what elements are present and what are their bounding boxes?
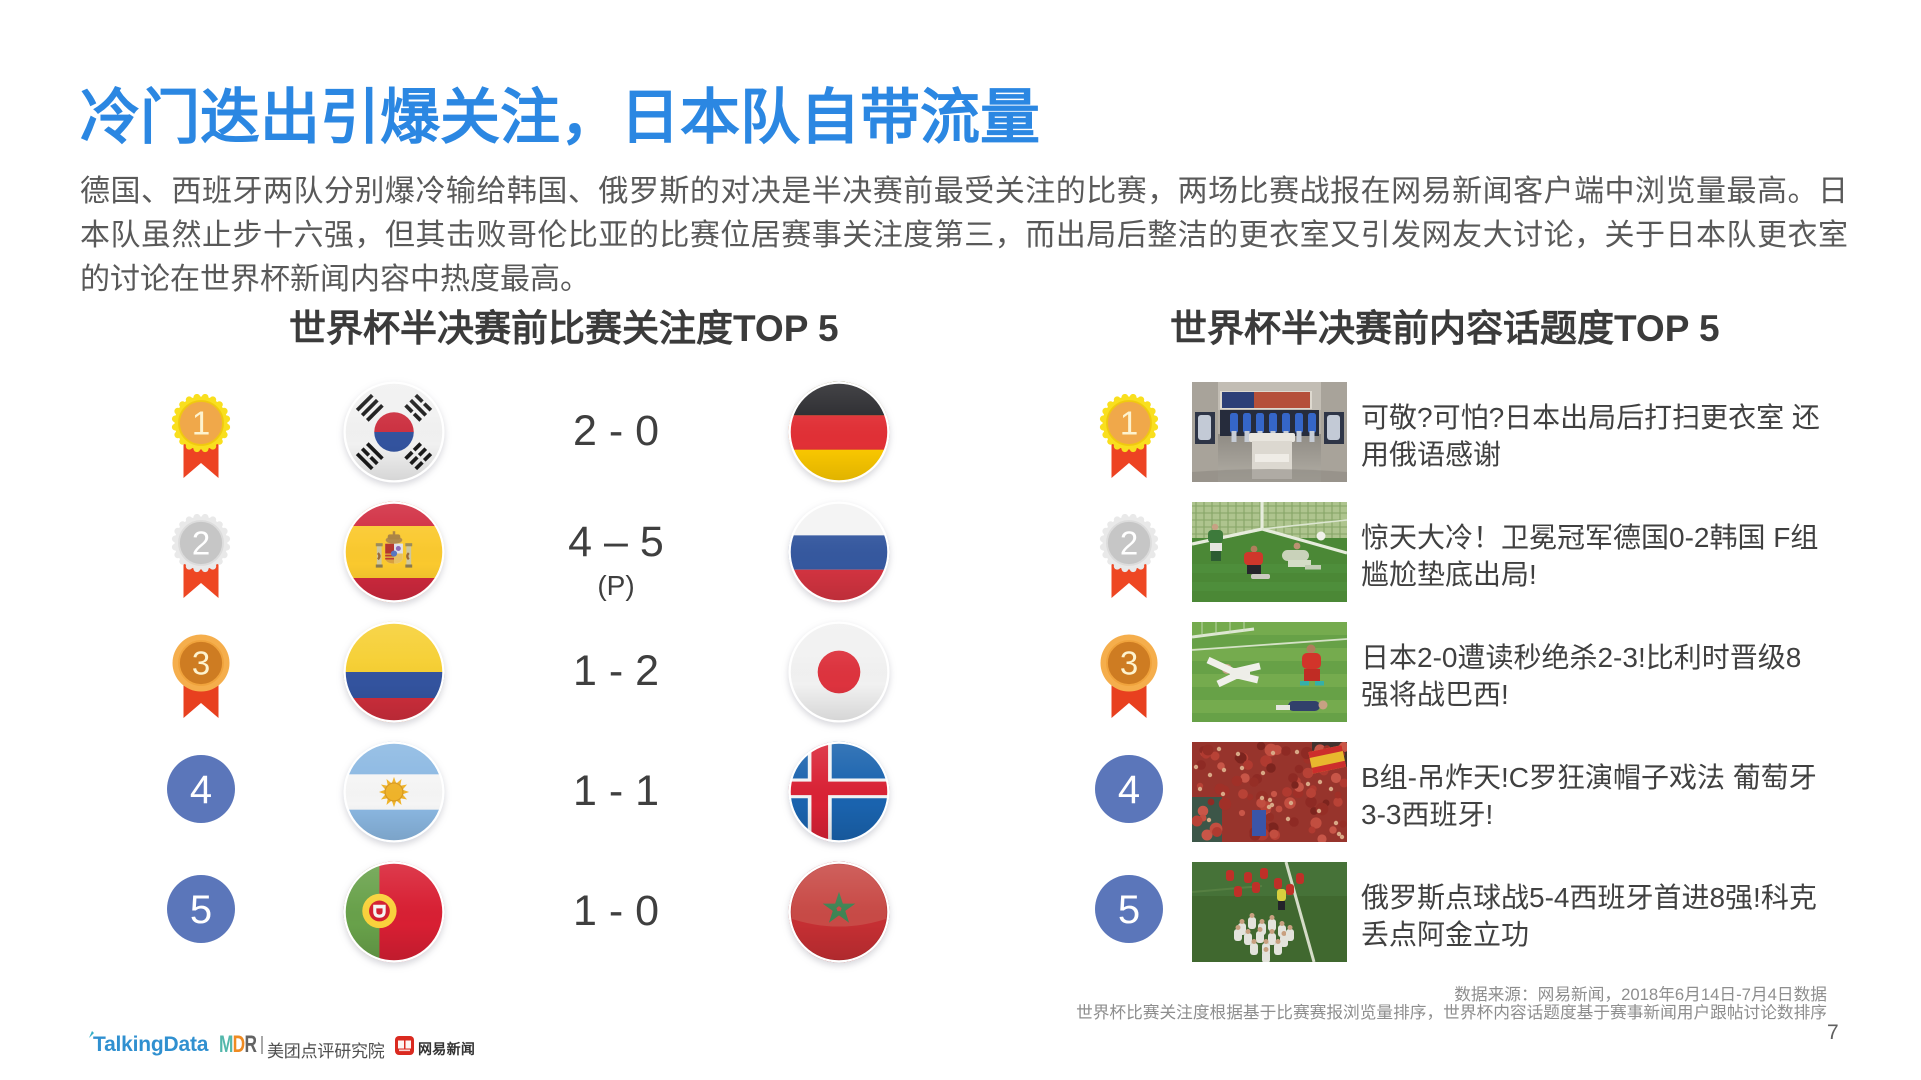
svg-text:2: 2 (192, 525, 210, 562)
svg-text:3: 3 (1120, 645, 1138, 682)
svg-text:4: 4 (1118, 768, 1140, 812)
svg-text:1: 1 (192, 405, 210, 442)
svg-text:2: 2 (1120, 525, 1138, 562)
svg-text:5: 5 (1118, 888, 1140, 932)
svg-text:4: 4 (190, 768, 212, 812)
svg-text:5: 5 (190, 888, 212, 932)
svg-text:1: 1 (1120, 405, 1138, 442)
svg-text:3: 3 (192, 645, 210, 682)
